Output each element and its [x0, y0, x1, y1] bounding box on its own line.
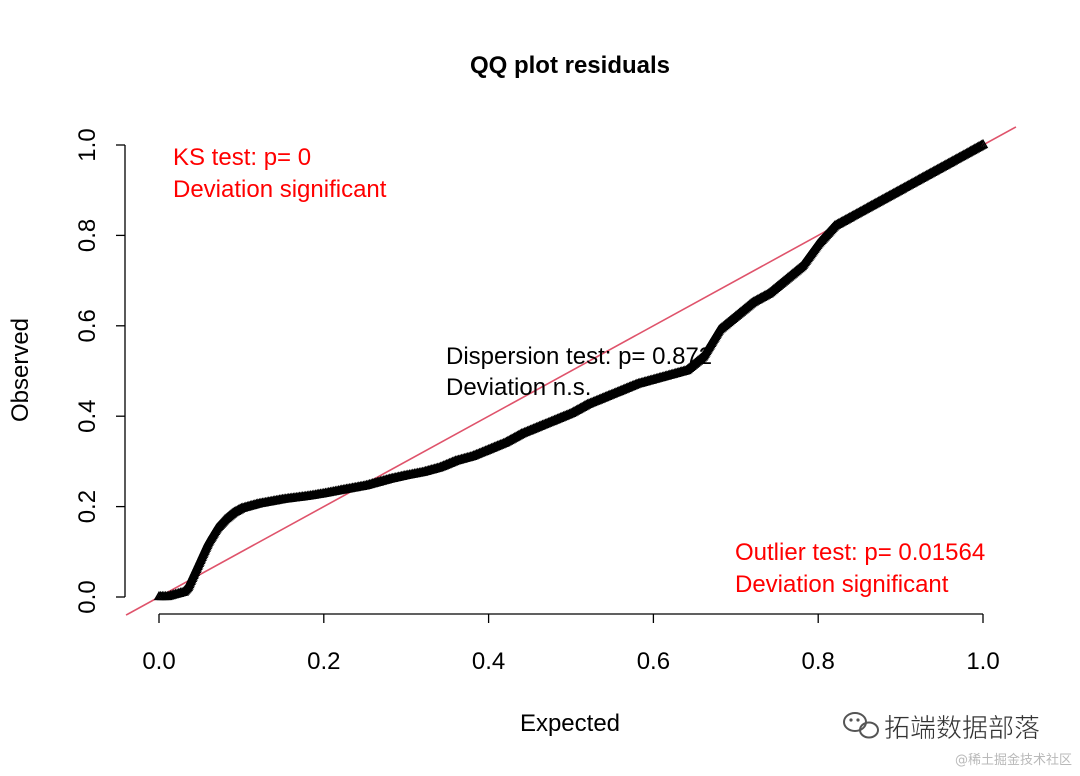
points-group [153, 138, 989, 601]
y-axis-label: Observed [7, 318, 34, 422]
ks-test-line2: Deviation significant [173, 176, 387, 203]
data-point [973, 141, 985, 151]
data-point [976, 139, 987, 149]
ks-test-line1: KS test: p= 0 [173, 144, 311, 171]
axes: 0.0 0.0 0.2 0.2 0.4 0.4 0.6 0.6 0.8 0.8 1.0 1.0 [74, 128, 1000, 675]
dispersion-test-line1: Dispersion test: p= 0.872 [446, 343, 712, 370]
data-point [977, 138, 989, 149]
watermark-brand: 拓端数据部落 [884, 714, 1040, 744]
watermark: 拓端数据部落 @稀土掘金技术社区 [843, 712, 1072, 768]
outlier-test-line2: Deviation significant [735, 571, 949, 598]
y-tick-label: 0.4 [74, 400, 101, 433]
outlier-test-line1: Outlier test: p= 0.01564 [735, 539, 985, 566]
y-tick-label: 0.2 [74, 490, 101, 523]
y-tick-label: 1.0 [74, 128, 101, 161]
chart-title: QQ plot residuals [470, 52, 670, 79]
y-tick-label: 0.6 [74, 309, 101, 342]
x-tick-label: 1.0 [966, 648, 999, 675]
x-tick-label: 0.2 [307, 648, 340, 675]
x-tick-label: 0.6 [637, 648, 670, 675]
data-point [974, 140, 986, 150]
x-tick-label: 0.0 [142, 648, 175, 675]
x-axis-label: Expected [520, 710, 620, 737]
x-tick-label: 0.4 [472, 648, 505, 675]
y-tick-label: 0.0 [74, 580, 101, 613]
y-tick-label: 0.8 [74, 219, 101, 252]
wechat-icon [843, 712, 879, 739]
dispersion-test-line2: Deviation n.s. [446, 374, 591, 401]
x-tick-label: 0.8 [802, 648, 835, 675]
watermark-sub: @稀土掘金技术社区 [955, 752, 1072, 768]
